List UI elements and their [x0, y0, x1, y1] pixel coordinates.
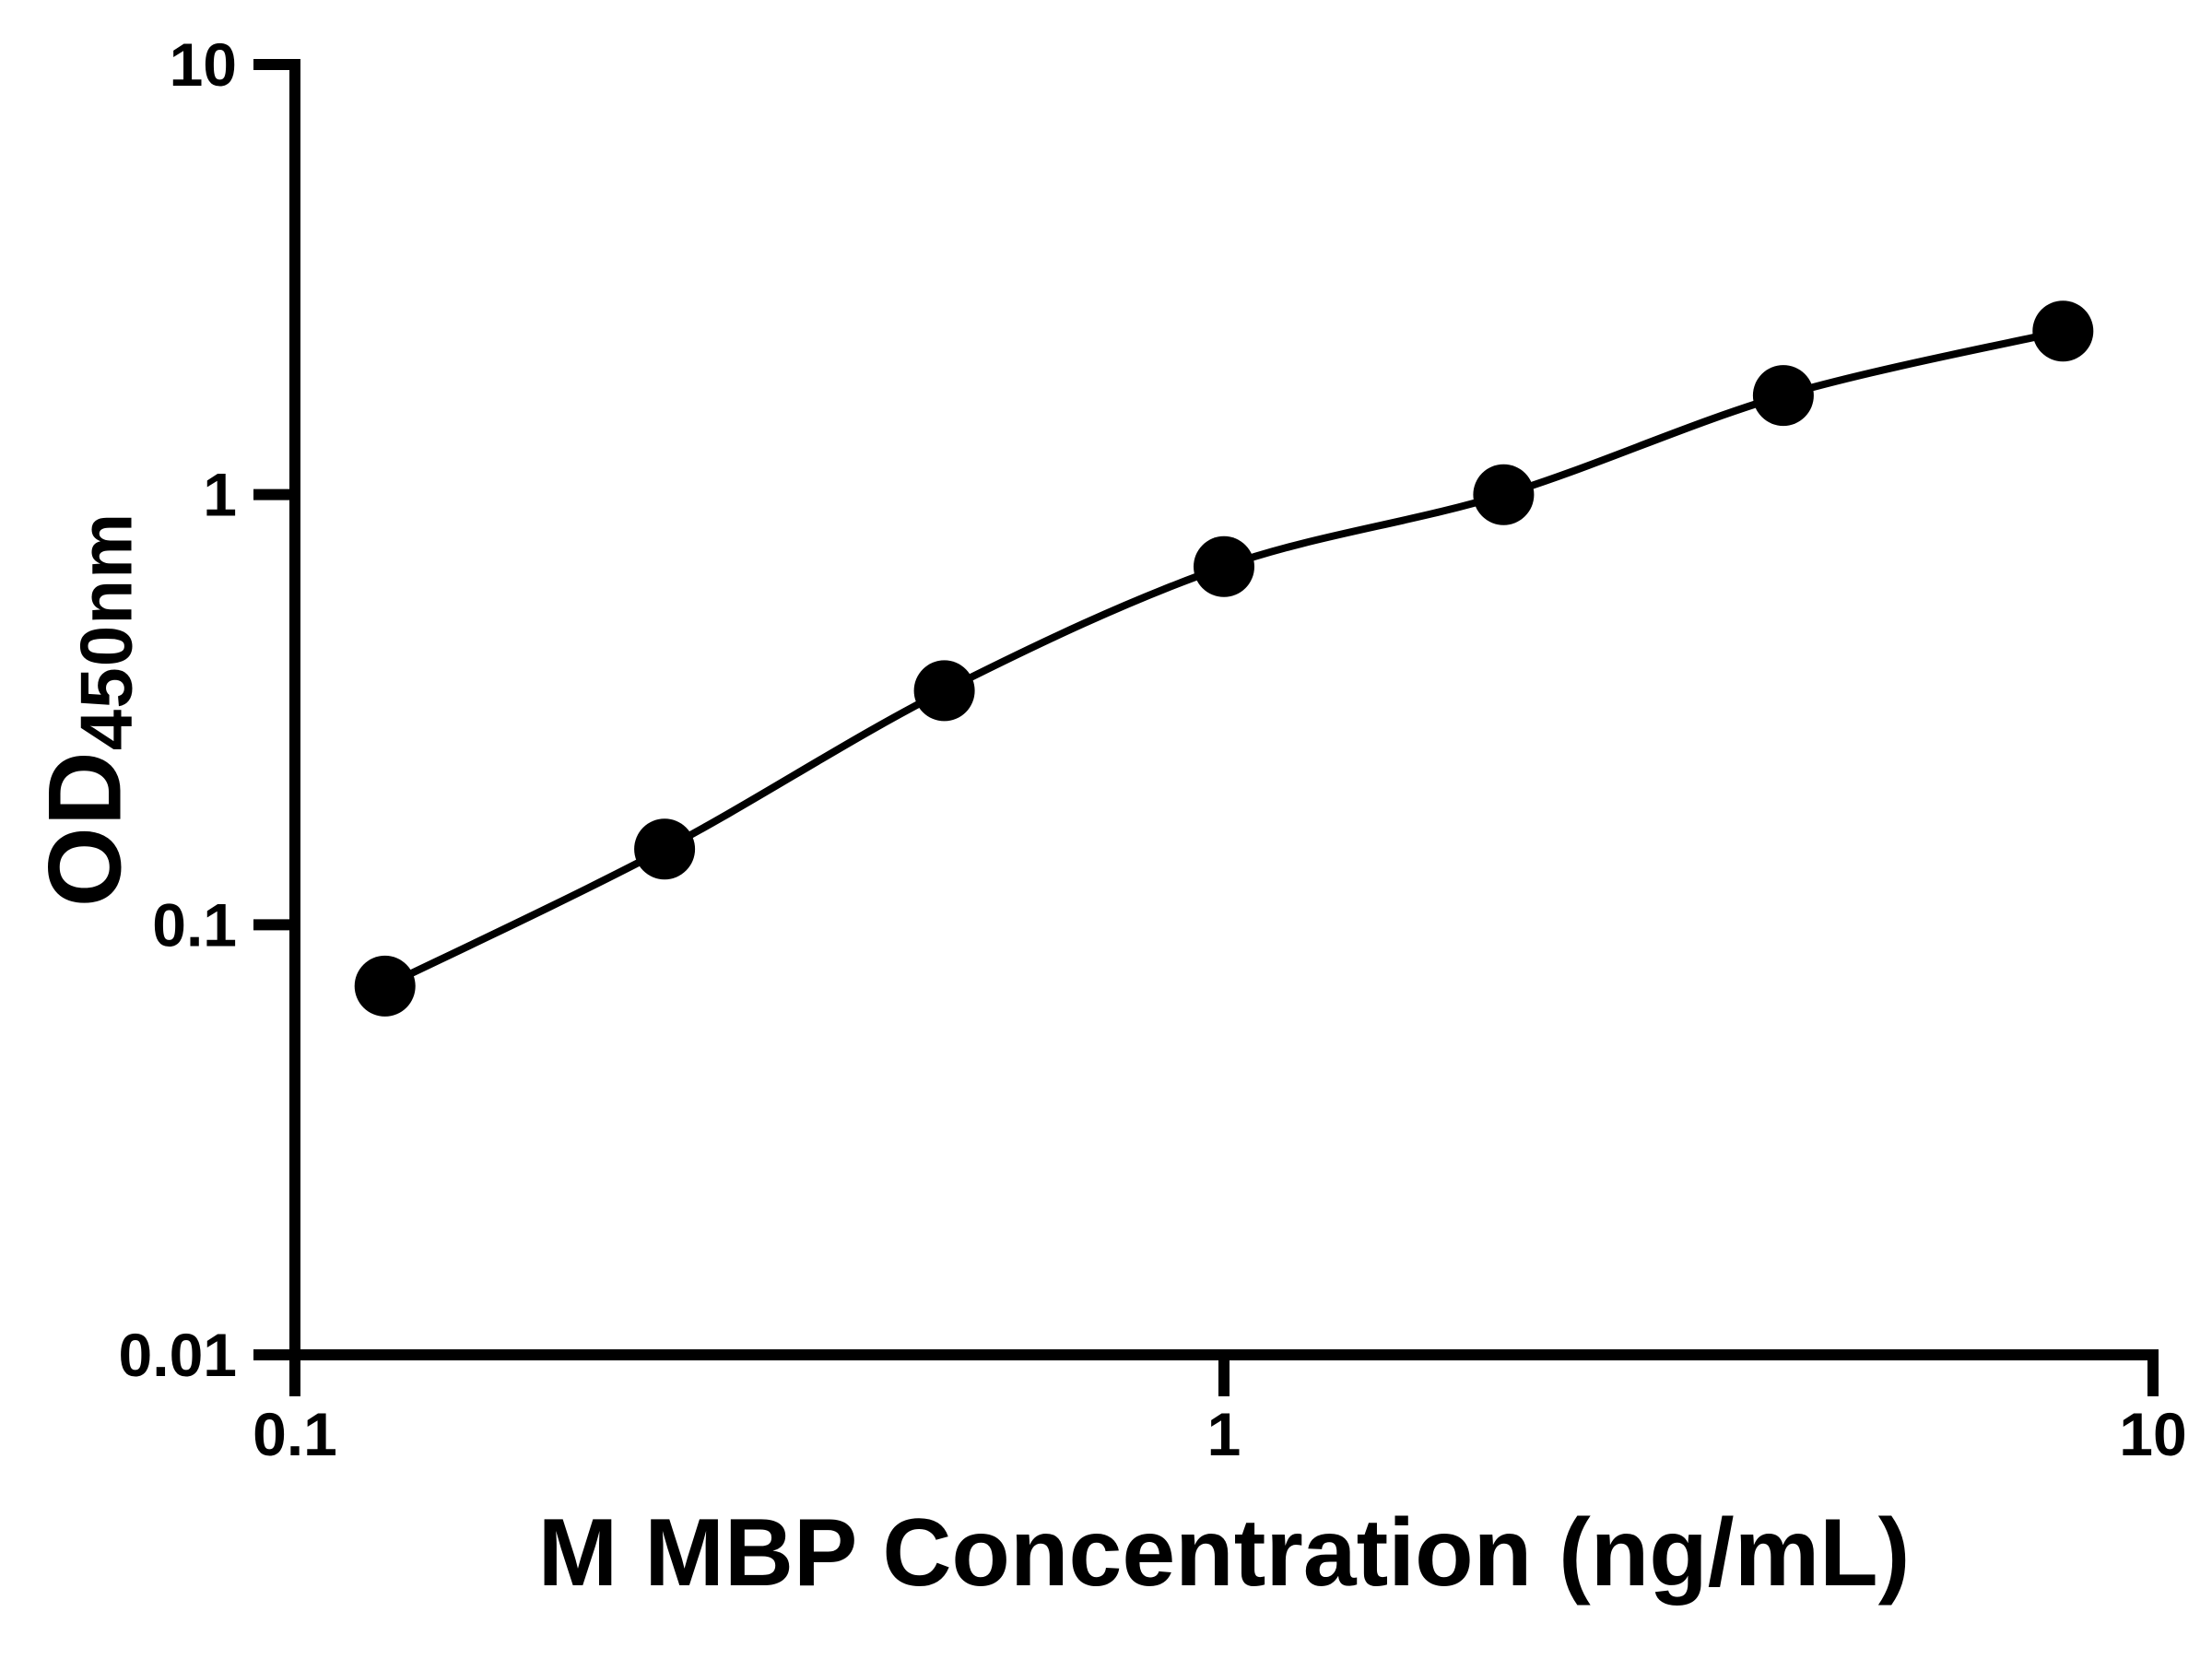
y-tick-label: 10: [170, 30, 237, 99]
data-point: [1194, 535, 1254, 597]
data-point: [634, 818, 696, 880]
data-point: [1752, 365, 1814, 427]
y-tick-label: 0.01: [119, 1321, 237, 1389]
x-tick-label: 1: [1207, 1400, 1241, 1468]
fitted-curve: [382, 327, 2065, 990]
x-tick-label: 0.1: [253, 1400, 337, 1468]
y-axis-title-subscript: 450nm: [65, 512, 147, 751]
data-point: [354, 955, 416, 1017]
data-point: [2032, 300, 2094, 362]
y-axis-title-main: OD: [27, 750, 143, 908]
x-tick-label: 10: [2119, 1400, 2186, 1468]
x-axis-title: M MBP Concentration (ng/mL): [537, 1500, 1911, 1606]
y-tick-label: 0.1: [152, 890, 237, 959]
data-point: [913, 660, 975, 722]
data-point: [1473, 464, 1535, 525]
y-axis-title: OD450nm: [26, 512, 147, 908]
y-tick-label: 1: [203, 461, 237, 529]
